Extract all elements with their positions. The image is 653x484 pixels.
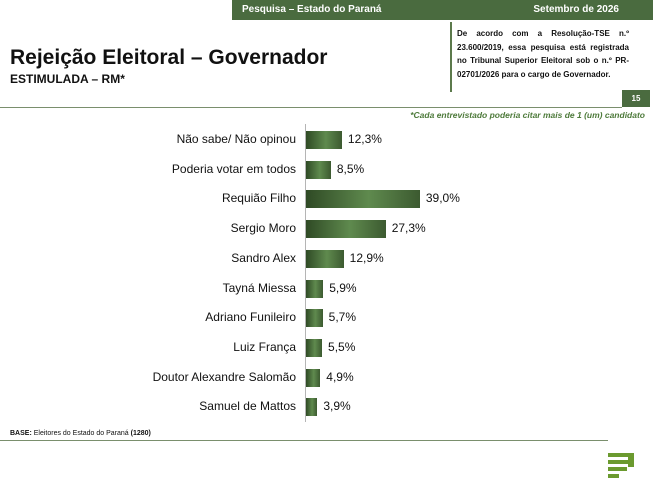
page-subtitle: ESTIMULADA – RM*	[10, 72, 125, 86]
header-survey-label: Pesquisa – Estado do Paraná	[242, 4, 382, 15]
bar	[306, 220, 386, 239]
base-count: (1280)	[130, 430, 151, 437]
category-label: Tayná Miessa	[222, 280, 296, 295]
value-label: 8,5%	[336, 161, 365, 176]
value-label: 12,3%	[347, 132, 382, 146]
category-label: Luiz França	[233, 339, 296, 354]
value-label: 12,9%	[349, 250, 384, 265]
bar	[306, 338, 323, 357]
value-label: 3,9%	[323, 399, 351, 414]
value-label: 27,3%	[391, 221, 426, 236]
chart-axis	[305, 124, 306, 422]
category-label: Sandro Alex	[231, 250, 296, 265]
value-label: 39,0%	[425, 191, 460, 206]
value-label: 5,7%	[328, 310, 356, 325]
bar	[306, 160, 331, 179]
footer-divider	[0, 440, 608, 441]
base-note: BASE: Eleitores do Estado do Paraná (128…	[10, 430, 151, 437]
bar	[306, 368, 321, 387]
category-label: Doutor Alexandre Salomão	[152, 369, 296, 384]
value-label: 5,5%	[328, 339, 356, 354]
registration-box	[450, 22, 634, 92]
category-label: Requião Filho	[221, 191, 296, 206]
category-label: Poderia votar em todos	[171, 161, 296, 176]
value-label: 4,9%	[326, 369, 354, 384]
bar	[306, 249, 344, 268]
page-title: Rejeição Eleitoral – Governador	[10, 46, 328, 69]
header-bar: Pesquisa – Estado do Paraná Setembro de …	[232, 0, 653, 20]
base-label: BASE:	[10, 430, 32, 437]
header-divider	[0, 107, 622, 108]
registration-text: De acordo com a Resolução-TSE n.º 23.600…	[457, 29, 629, 79]
category-label: Sergio Moro	[230, 221, 296, 236]
category-label: Não sabe/ Não opinou	[176, 132, 296, 146]
base-text: Eleitores do Estado do Paraná	[33, 430, 129, 437]
bar	[306, 309, 323, 328]
bar	[306, 398, 318, 417]
bar	[306, 131, 342, 149]
category-label: Samuel de Mattos	[199, 399, 296, 414]
footnote-note: *Cada entrevistado poderia citar mais de…	[410, 110, 645, 120]
brand-logo-icon	[608, 453, 634, 478]
header-date: Setembro de 2026	[533, 4, 619, 15]
value-label: 5,9%	[329, 280, 357, 295]
bar	[306, 279, 324, 298]
page-number: 15	[622, 90, 650, 107]
category-label: Adriano Funileiro	[205, 310, 296, 325]
bar	[306, 190, 420, 209]
